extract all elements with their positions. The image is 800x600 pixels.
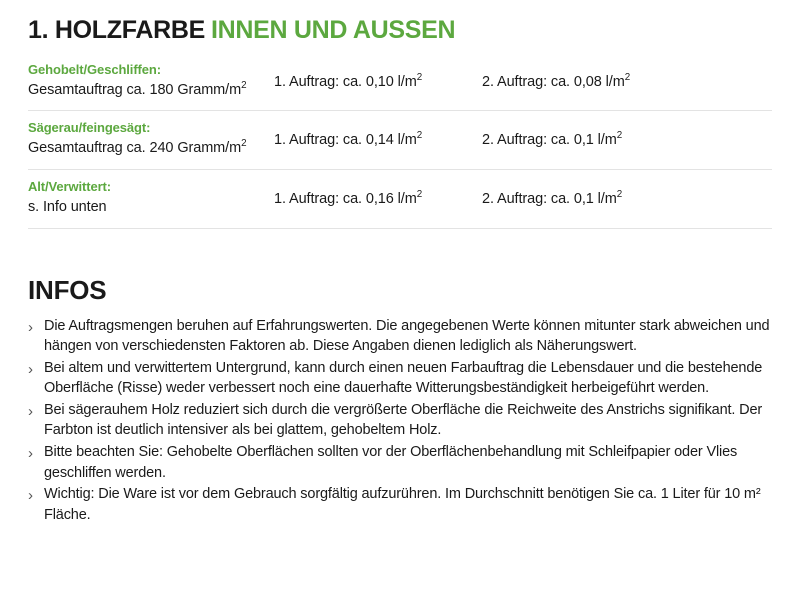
table-row: Sägerau/feingesägt: Gesamtauftrag ca. 24… xyxy=(28,111,772,170)
first-coat-value: 1. Auftrag: ca. 0,16 l/m2 xyxy=(274,189,482,209)
chevron-right-icon: › xyxy=(28,402,33,420)
first-coat-cell: 1. Auftrag: ca. 0,14 l/m2 xyxy=(274,119,482,150)
first-coat-superscript: 2 xyxy=(416,189,423,201)
total-coverage-value: s. Info unten xyxy=(28,197,274,219)
first-coat-cell: 1. Auftrag: ca. 0,16 l/m2 xyxy=(274,178,482,209)
surface-type-cell: Sägerau/feingesägt: Gesamtauftrag ca. 24… xyxy=(28,119,274,160)
list-item-text: Wichtig: Die Ware ist vor dem Gebrauch s… xyxy=(44,486,761,523)
second-coat-text: 2. Auftrag: ca. 0,1 l/m xyxy=(482,132,617,149)
surface-type-cell: Alt/Verwittert: s. Info unten xyxy=(28,178,274,219)
first-coat-text: 1. Auftrag: ca. 0,10 l/m xyxy=(274,73,417,90)
second-coat-cell: 2. Auftrag: ca. 0,08 l/m2 xyxy=(482,61,772,92)
list-item: › Wichtig: Die Ware ist vor dem Gebrauch… xyxy=(28,484,780,525)
first-coat-superscript: 2 xyxy=(416,71,423,83)
second-coat-superscript: 2 xyxy=(616,130,623,142)
surface-type-label: Alt/Verwittert: xyxy=(28,178,112,194)
second-coat-superscript: 2 xyxy=(624,71,631,83)
chevron-right-icon: › xyxy=(28,360,33,378)
first-coat-text: 1. Auftrag: ca. 0,14 l/m xyxy=(274,132,417,149)
second-coat-value: 2. Auftrag: ca. 0,1 l/m2 xyxy=(482,130,772,150)
table-row: Gehobelt/Geschliffen: Gesamtauftrag ca. … xyxy=(28,59,772,112)
surface-type-label: Gehobelt/Geschliffen: xyxy=(28,61,161,77)
page-title: 1. HOLZFARBE INNEN UND AUSSEN xyxy=(28,0,772,45)
second-coat-value: 2. Auftrag: ca. 0,1 l/m2 xyxy=(482,189,772,209)
page-title-subtitle: INNEN UND AUSSEN xyxy=(210,16,456,44)
coverage-spec-table: Gehobelt/Geschliffen: Gesamtauftrag ca. … xyxy=(28,59,772,229)
list-item: › Bei altem und verwittertem Untergrund,… xyxy=(28,358,780,399)
list-item: › Bei sägerauhem Holz reduziert sich dur… xyxy=(28,400,780,441)
total-coverage-text: s. Info unten xyxy=(28,198,107,215)
list-item-text: Bei sägerauhem Holz reduziert sich durch… xyxy=(44,401,763,439)
second-coat-superscript: 2 xyxy=(616,189,623,201)
chevron-right-icon: › xyxy=(28,445,33,462)
first-coat-value: 1. Auftrag: ca. 0,14 l/m2 xyxy=(274,130,482,150)
chevron-right-icon: › xyxy=(28,487,33,505)
second-coat-text: 2. Auftrag: ca. 0,1 l/m xyxy=(482,190,617,207)
infos-list: › Die Auftragsmengen beruhen auf Erfahru… xyxy=(28,316,780,526)
second-coat-value: 2. Auftrag: ca. 0,08 l/m2 xyxy=(482,72,772,92)
second-coat-text: 2. Auftrag: ca. 0,08 l/m xyxy=(482,73,625,90)
table-row: Alt/Verwittert: s. Info unten 1. Auftrag… xyxy=(28,170,772,229)
list-item: › Die Auftragsmengen beruhen auf Erfahru… xyxy=(28,316,780,357)
first-coat-value: 1. Auftrag: ca. 0,10 l/m2 xyxy=(274,72,482,92)
first-coat-superscript: 2 xyxy=(416,130,423,142)
total-coverage-text: Gesamtauftrag ca. 180 Gramm/m xyxy=(28,81,242,98)
second-coat-cell: 2. Auftrag: ca. 0,1 l/m2 xyxy=(482,178,772,209)
total-coverage-value: Gesamtauftrag ca. 240 Gramm/m2 xyxy=(28,138,274,160)
page-title-main: 1. HOLZFARBE xyxy=(28,16,205,44)
surface-type-label: Sägerau/feingesägt: xyxy=(28,120,151,136)
first-coat-text: 1. Auftrag: ca. 0,16 l/m xyxy=(274,190,417,207)
list-item-text: Bei altem und verwittertem Untergrund, k… xyxy=(44,359,763,397)
total-coverage-text: Gesamtauftrag ca. 240 Gramm/m xyxy=(28,140,242,157)
list-item-text: Bitte beachten Sie: Gehobelte Oberfläche… xyxy=(44,444,738,481)
total-coverage-value: Gesamtauftrag ca. 180 Gramm/m2 xyxy=(28,80,274,102)
infos-heading: INFOS xyxy=(28,274,107,305)
total-coverage-superscript: 2 xyxy=(241,138,247,150)
list-item-text: Die Auftragsmengen beruhen auf Erfahrung… xyxy=(44,317,770,355)
total-coverage-superscript: 2 xyxy=(241,79,247,91)
chevron-right-icon: › xyxy=(28,318,33,336)
first-coat-cell: 1. Auftrag: ca. 0,10 l/m2 xyxy=(274,61,482,92)
list-item: › Bitte beachten Sie: Gehobelte Oberfläc… xyxy=(28,442,780,483)
surface-type-cell: Gehobelt/Geschliffen: Gesamtauftrag ca. … xyxy=(28,61,274,102)
second-coat-cell: 2. Auftrag: ca. 0,1 l/m2 xyxy=(482,119,772,150)
